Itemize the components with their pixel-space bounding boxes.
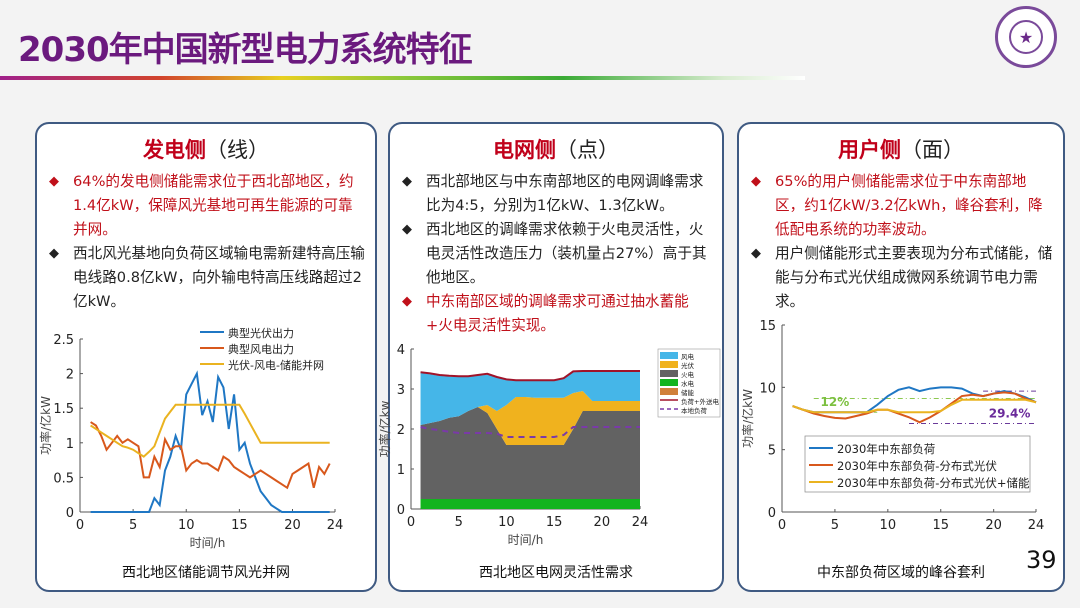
- legend-label: 光伏: [681, 361, 695, 370]
- legend-label: 风电: [681, 352, 695, 361]
- area-火电: [420, 407, 640, 499]
- area-光伏: [420, 391, 640, 445]
- x-tick-label: 20: [284, 518, 301, 533]
- legend-label: 负荷+外送电: [681, 397, 719, 406]
- y-tick-label: 0: [66, 506, 74, 521]
- line-典型光伏出力: [90, 370, 330, 513]
- chart-caption: 西北地区电网灵活性需求: [479, 565, 633, 581]
- title-divider: [0, 76, 805, 80]
- x-tick-label: 24: [1028, 518, 1045, 533]
- bullet-item: 西北部地区与中东南部地区的电网调峰需求比为4:5，分别为1亿kW、1.3亿kW。: [402, 170, 712, 218]
- panel-generation: 发电侧（线） 64%的发电侧储能需求位于西北部地区，约1.4亿kW，保障风光基地…: [35, 122, 377, 592]
- bullet-item: 西北风光基地向负荷区域输电需新建特高压输电线路0.8亿kW，向外输电特高压线路超…: [49, 242, 365, 314]
- legend-label: 火电: [681, 370, 695, 379]
- y-axis-label: 功率/亿kw: [377, 400, 392, 457]
- legend-label: 储能: [681, 388, 695, 397]
- y-tick-label: 1.5: [53, 402, 74, 417]
- panel-user: 用户侧（面） 65%的用户侧储能需求位于中东南部地区，约1亿kW/3.2亿kWh…: [737, 122, 1065, 592]
- line-2030年中东部负荷-分布式光伏+储能: [792, 398, 1037, 414]
- y-tick-label: 0.5: [53, 471, 74, 486]
- bullet-list: 65%的用户侧储能需求位于中东南部地区，约1亿kW/3.2亿kWh，峰谷套利，降…: [751, 170, 1053, 314]
- area-水电: [420, 499, 640, 509]
- line-2030年中东部负荷-分布式光伏: [792, 391, 1037, 424]
- legend-label: 本地负荷: [681, 406, 708, 415]
- x-tick-label: 10: [178, 518, 195, 533]
- chart-caption: 中东部负荷区域的峰谷套利: [817, 565, 985, 581]
- logo-star-icon: ★: [1009, 20, 1043, 54]
- y-tick-label: 1: [397, 463, 405, 478]
- y-tick-label: 0: [768, 506, 776, 521]
- x-tick-label: 5: [129, 518, 137, 533]
- legend-swatch: [660, 370, 678, 377]
- chart-caption: 西北地区储能调节风光并网: [122, 565, 290, 581]
- y-tick-label: 5: [768, 444, 776, 459]
- bullet-list: 64%的发电侧储能需求位于西北部地区，约1.4亿kW，保障风光基地可再生能源的可…: [49, 170, 365, 314]
- x-tick-label: 24: [632, 515, 649, 530]
- legend-label: 2030年中东部负荷: [837, 442, 935, 456]
- x-tick-label: 5: [831, 518, 839, 533]
- panel-grid: 电网侧（点） 西北部地区与中东南部地区的电网调峰需求比为4:5，分别为1亿kW、…: [388, 122, 724, 592]
- x-tick-label: 24: [327, 518, 344, 533]
- x-tick-label: 0: [778, 518, 786, 533]
- y-tick-label: 2.5: [53, 333, 74, 348]
- y-tick-label: 4: [397, 343, 405, 358]
- page-title: 2030年中国新型电力系统特征: [18, 30, 473, 70]
- legend-label: 典型光伏出力: [228, 326, 294, 340]
- y-tick-label: 0: [397, 503, 405, 518]
- y-axis-label: 功率/亿kW: [38, 396, 53, 455]
- y-tick-label: 10: [759, 381, 776, 396]
- y-tick-label: 2: [397, 423, 405, 438]
- y-tick-label: 15: [759, 319, 776, 334]
- annotation: 12%: [821, 395, 850, 409]
- bullet-item: 65%的用户侧储能需求位于中东南部地区，约1亿kW/3.2亿kWh，峰谷套利，降…: [751, 170, 1053, 242]
- area-风电: [420, 371, 640, 425]
- x-tick-label: 10: [498, 515, 515, 530]
- x-tick-label: 0: [407, 515, 415, 530]
- legend-label: 水电: [681, 379, 695, 388]
- legend-swatch: [660, 379, 678, 386]
- legend-box: [804, 435, 1031, 493]
- x-axis-label: 时间/h: [508, 533, 544, 547]
- legend-label: 2030年中东部负荷-分布式光伏+储能: [837, 476, 1030, 490]
- x-tick-label: 15: [546, 515, 563, 530]
- legend-label: 典型风电出力: [228, 342, 294, 356]
- x-axis-label: 时间/h: [190, 536, 226, 550]
- line-负荷+外送电: [420, 370, 640, 382]
- bullet-list: 西北部地区与中东南部地区的电网调峰需求比为4:5，分别为1亿kW、1.3亿kW。…: [402, 170, 712, 338]
- x-tick-label: 20: [985, 518, 1002, 533]
- x-tick-label: 15: [231, 518, 248, 533]
- line-典型风电出力: [90, 421, 331, 490]
- x-tick-label: 5: [455, 515, 463, 530]
- page-number: 39: [1026, 546, 1057, 574]
- bullet-item: 西北地区的调峰需求依赖于火电灵活性，火电灵活性改造压力（装机量占27%）高于其他…: [402, 218, 712, 290]
- bullet-item: 中东南部区域的调峰需求可通过抽水蓄能+火电灵活性实现。: [402, 290, 712, 338]
- panel-title: 电网侧（点）: [493, 138, 619, 162]
- y-tick-label: 2: [66, 368, 74, 383]
- x-tick-label: 20: [594, 515, 611, 530]
- line-光伏-风电-储能并网: [90, 403, 330, 458]
- x-tick-label: 15: [932, 518, 949, 533]
- x-tick-label: 0: [76, 518, 84, 533]
- legend-swatch: [660, 361, 678, 368]
- annotation: 29.4%: [989, 406, 1031, 420]
- legend-label: 2030年中东部负荷-分布式光伏: [837, 459, 997, 473]
- line-本地负荷: [420, 426, 640, 438]
- panel-title: 发电侧（线）: [143, 138, 269, 162]
- x-tick-label: 10: [880, 518, 897, 533]
- bullet-item: 64%的发电侧储能需求位于西北部地区，约1.4亿kW，保障风光基地可再生能源的可…: [49, 170, 365, 242]
- panel-title: 用户侧（面）: [838, 138, 964, 162]
- y-tick-label: 1: [66, 437, 74, 452]
- y-axis-label: 功率/亿kW: [740, 389, 755, 448]
- university-logo: ★: [995, 6, 1057, 68]
- bullet-item: 用户侧储能形式主要表现为分布式储能，储能与分布式光伏组成微网系统调节电力需求。: [751, 242, 1053, 314]
- legend-label: 光伏-风电-储能并网: [228, 358, 324, 372]
- legend-swatch: [660, 352, 678, 359]
- y-tick-label: 3: [397, 383, 405, 398]
- legend-swatch: [660, 388, 678, 395]
